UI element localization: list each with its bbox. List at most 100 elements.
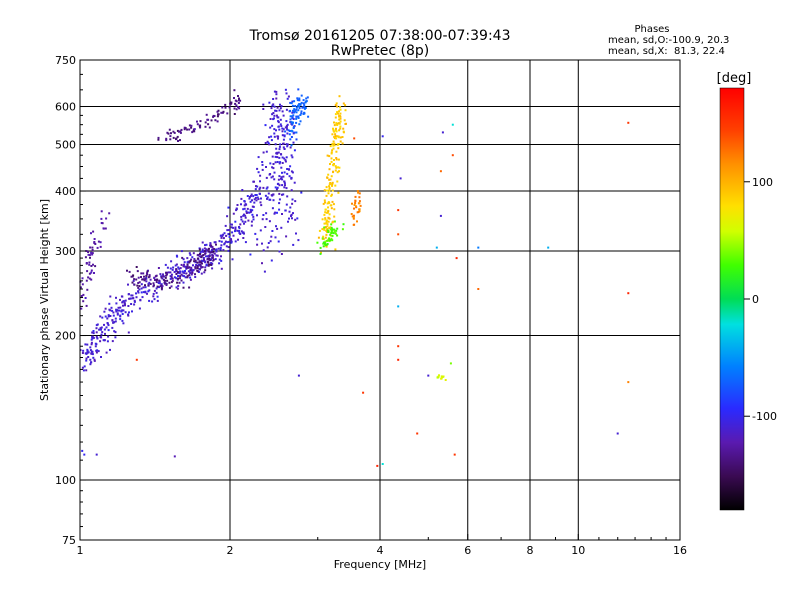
data-point [140,283,143,286]
data-point [277,240,280,243]
data-point [190,273,193,276]
data-point [119,318,122,321]
data-point [283,186,286,189]
data-point [130,294,133,297]
data-point [237,95,239,97]
data-point [275,225,277,228]
data-point [243,222,245,225]
data-point [245,212,248,214]
data-point [179,275,182,278]
data-point [97,350,100,353]
data-point [333,220,336,223]
data-point [293,131,296,134]
data-point [117,306,120,309]
data-point [211,246,214,248]
data-point [200,259,203,262]
data-point [323,189,326,192]
data-point [238,99,240,102]
data-point [247,219,250,222]
data-point [212,258,215,261]
data-point [127,313,129,316]
data-point [275,129,277,132]
data-point [339,140,342,143]
data-point [334,113,337,116]
y-tick-label: 750 [55,54,76,67]
data-point [444,379,447,381]
data-point [169,135,172,138]
data-point [189,260,192,263]
data-point [337,166,339,169]
data-point [278,145,281,148]
data-point [238,231,241,234]
data-point [322,241,325,244]
data-point [254,196,257,199]
data-point [135,278,138,281]
data-point [185,267,188,270]
data-point [334,169,337,172]
data-point [288,210,291,213]
data-point [255,185,257,188]
data-point [297,115,300,118]
data-point [190,126,193,129]
data-point [105,326,108,329]
data-point [261,163,264,166]
data-point [352,216,355,219]
data-point [272,112,275,114]
data-point [338,95,341,98]
data-point [155,279,158,281]
y-axis-label: Stationary phase Virtual Height [km] [38,199,51,401]
data-point [262,214,265,216]
data-point [303,111,306,114]
data-point [328,185,331,188]
data-point [86,288,89,291]
data-point [287,129,290,132]
data-point [126,269,128,272]
y-tick-label: 600 [55,101,76,114]
data-point [212,251,215,254]
data-point [82,300,85,303]
data-point [330,157,333,160]
data-point [329,226,332,229]
data-point [353,207,355,210]
data-point [255,199,258,202]
colorbar-tick-label: 0 [752,293,759,306]
data-point [272,193,275,196]
x-tick-label: 4 [377,544,384,557]
data-point [339,127,342,130]
data-point [211,254,214,257]
data-point [278,184,281,187]
data-point [281,110,284,113]
data-point [294,105,297,107]
data-point [109,309,112,312]
data-point [136,270,139,273]
data-point [173,131,176,134]
data-point [354,202,357,204]
data-point [115,296,117,299]
data-point [186,275,189,278]
data-point [290,177,293,180]
data-point [90,338,93,341]
data-point [95,335,98,338]
data-point [300,191,303,194]
data-point [397,209,400,212]
data-point [295,106,298,109]
data-point [115,310,118,313]
data-point [164,276,167,279]
data-point [228,240,231,243]
data-point [282,142,284,145]
data-point [165,139,168,142]
data-point [179,277,181,280]
data-point [193,260,196,263]
data-point [114,336,117,339]
data-point [358,192,361,195]
data-point [83,365,86,368]
data-point [199,251,202,254]
data-point [153,298,156,301]
data-point [287,220,289,223]
data-point [200,250,203,253]
data-point [109,348,111,351]
data-point [175,263,178,266]
data-point [356,211,359,214]
data-point [82,349,85,352]
data-point [270,107,273,110]
